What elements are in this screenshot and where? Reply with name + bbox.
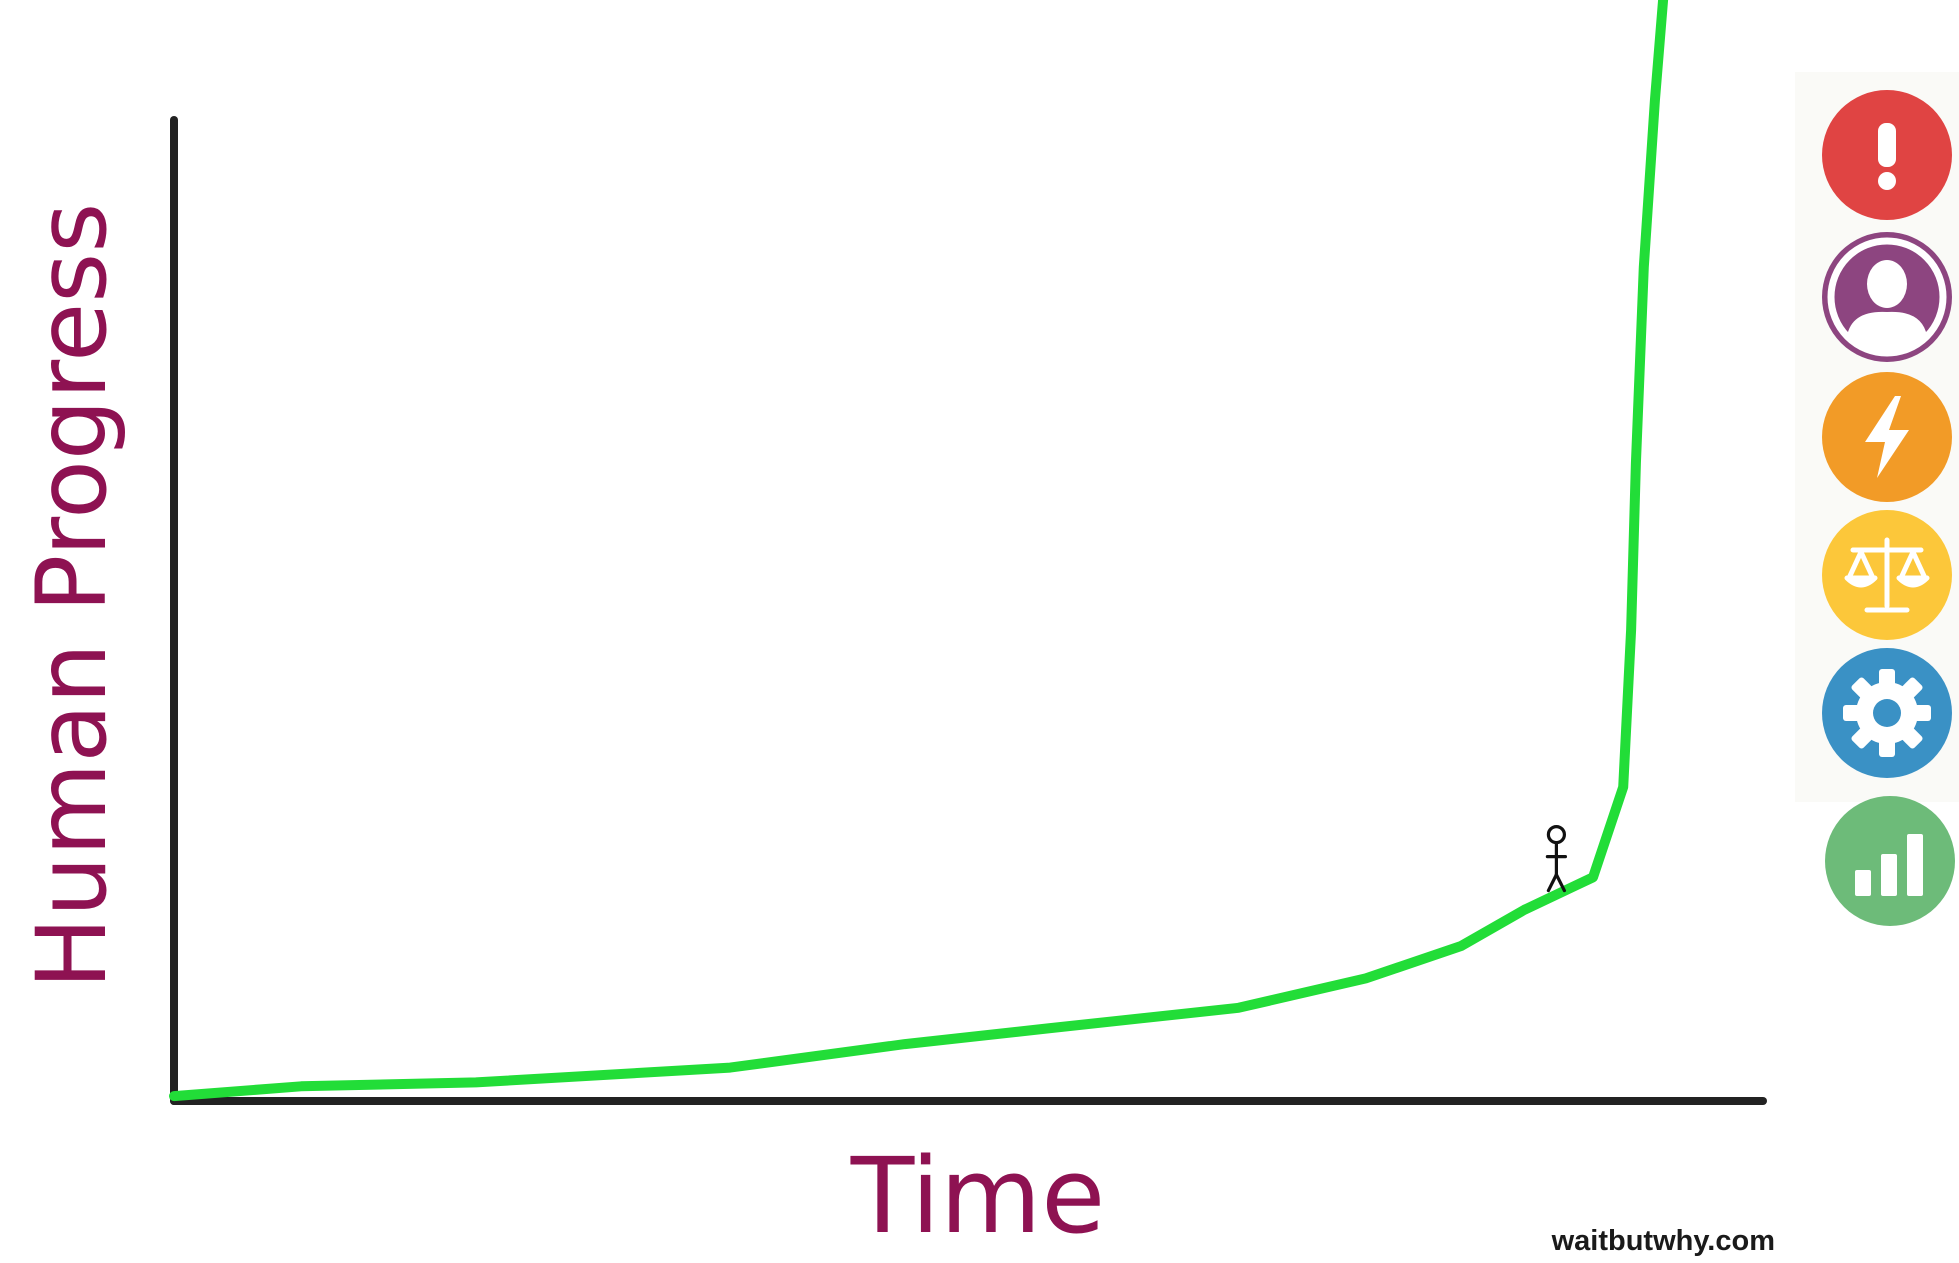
gear-icon xyxy=(1843,669,1931,757)
stick-figure xyxy=(1545,824,1568,893)
person-icon xyxy=(1827,237,1947,357)
exclamation-icon xyxy=(1878,123,1896,190)
lightning-icon xyxy=(1865,396,1909,478)
y-axis-label: Human Progress xyxy=(16,203,128,989)
settings-button[interactable] xyxy=(1822,648,1952,778)
balance-button[interactable] xyxy=(1822,510,1952,640)
bar-chart-icon xyxy=(1855,834,1923,896)
progress-line xyxy=(169,0,1669,1102)
power-button[interactable] xyxy=(1822,372,1952,502)
scales-icon xyxy=(1844,537,1930,613)
site-credit: waitbutwhy.com xyxy=(1551,1225,1775,1257)
x-axis-label: Time xyxy=(850,1135,1106,1257)
alert-button[interactable] xyxy=(1822,90,1952,220)
stats-button[interactable] xyxy=(1825,796,1955,926)
profile-button[interactable] xyxy=(1822,232,1952,362)
